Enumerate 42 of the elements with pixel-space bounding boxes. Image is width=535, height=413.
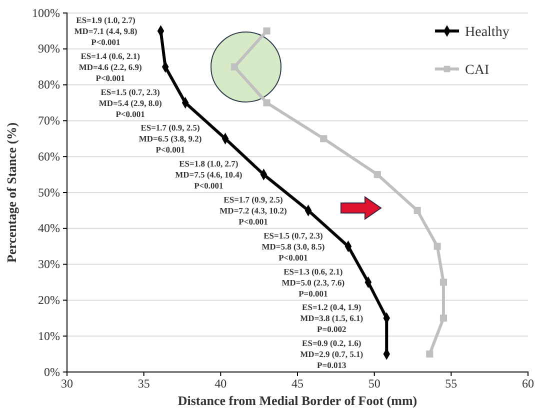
y-axis-title: Percentage of Stance (%): [4, 122, 19, 263]
legend-label: CAI: [465, 63, 490, 78]
y-tick-label: 70%: [38, 114, 60, 128]
annotation: ES=1.8 (1.0, 2.7) MD=7.5 (4.6, 10.4) P<0.001: [175, 158, 242, 191]
x-tick-label: 45: [292, 376, 304, 391]
x-tick-label: 60: [522, 376, 534, 391]
x-tick-label: 40: [214, 376, 227, 391]
annotation: ES=1.7 (0.9, 2.5) MD=7.2 (4.3, 10.2) P<0.001: [220, 194, 288, 226]
annotation: ES=1.2 (0.4, 1.9) MD=3.8 (1.5, 6.1) P=0.002: [300, 302, 364, 334]
annotation: ES=0.9 (0.2, 1.6) MD=2.9 (0.7, 5.1) P=0.013: [300, 338, 364, 370]
y-tick-label: 50%: [38, 185, 60, 200]
y-tick-label: 90%: [38, 42, 60, 56]
y-tick-label: 20%: [38, 293, 60, 308]
y-tick-label: 100%: [32, 6, 60, 20]
point: [440, 278, 448, 286]
point: [434, 242, 441, 250]
point: [263, 99, 270, 106]
annotation: ES=1.3 (0.6, 2.1) MD=5.0 (2.3, 7.6) P=0.001: [282, 266, 345, 298]
y-tick-label: 80%: [38, 78, 60, 92]
y-tick-label: 0%: [44, 364, 60, 379]
point: [440, 314, 448, 322]
x-tick-label: 30: [61, 376, 73, 391]
annotation: ES=1.5 (0.7, 2.3) MD=5.8 (3.0, 8.5) P<0.001: [262, 230, 325, 262]
annotation: ES=1.9 (1.0, 2.7) MD=7.1 (4.4, 9.8) P<0.001: [74, 14, 138, 47]
x-tick-label: 35: [138, 376, 150, 391]
y-tick-label: 30%: [38, 257, 60, 272]
annotation: ES=1.5 (0.7, 2.3) MD=5.4 (2.9, 8.0) P<0.001: [98, 86, 162, 119]
point: [426, 350, 434, 358]
point: [414, 206, 421, 214]
legend-label: Healthy: [465, 25, 510, 40]
point: [230, 63, 238, 70]
point: [263, 27, 270, 34]
annotation: ES=1.4 (0.6, 2.1) MD=4.6 (2.2, 6.9) P<0.001: [78, 50, 142, 83]
y-tick-label: 10%: [38, 328, 60, 343]
y-tick-label: 40%: [38, 221, 60, 236]
point: [374, 171, 381, 178]
annotation: ES=1.7 (0.9, 2.5) MD=6.5 (3.8, 9.2) P<0.001: [138, 122, 202, 155]
x-tick-label: 55: [445, 376, 458, 391]
point: [320, 135, 328, 142]
y-tick-label: 60%: [38, 149, 60, 164]
x-tick-label: 50: [368, 376, 380, 391]
x-axis-title: Distance from Medial Border of Foot (mm): [178, 393, 418, 408]
